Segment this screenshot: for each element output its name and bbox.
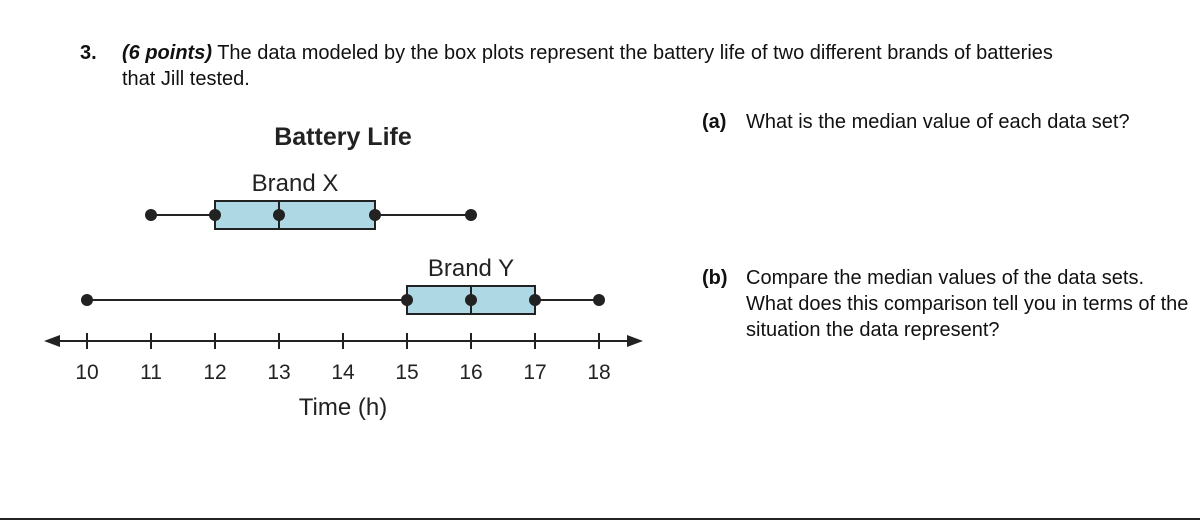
battery-life-chart: Battery Life Time (h) 10 11 12 13 14 15 16 17 18… [44, 123, 643, 421]
brand-x-max-point [465, 209, 477, 221]
question-number: 3. [80, 42, 97, 64]
question-line-2: that Jill tested. [122, 67, 250, 91]
question-text-1: The data modeled by the box plots repres… [217, 42, 1053, 64]
brand-x-box [214, 200, 376, 230]
question-text-2: that Jill tested. [122, 68, 250, 90]
brand-x-label: Brand X [252, 170, 339, 197]
question-line-1: 3. (6 points) The data modeled by the box… [80, 41, 1053, 65]
brand-y-label: Brand Y [428, 255, 514, 282]
part-b-label: (b) [702, 267, 728, 289]
brand-y-q3-point [529, 294, 541, 306]
brand-x-q1-point [209, 209, 221, 221]
x-tick-label-10: 10 [75, 361, 98, 384]
brand-x-median-point [273, 209, 285, 221]
part-b-text-1: Compare the median values of the data se… [746, 267, 1145, 289]
x-tick-label-11: 11 [140, 361, 162, 384]
number-line-left-arrow [44, 335, 60, 347]
brand-x-q3-point [369, 209, 381, 221]
question-points: (6 points) [122, 42, 212, 64]
x-tick-label-15: 15 [395, 361, 418, 384]
brand-y-median-point [465, 294, 477, 306]
brand-y-min-point [81, 294, 93, 306]
brand-y-q1-point [401, 294, 413, 306]
x-tick-label-16: 16 [459, 361, 482, 384]
part-b-line-2: What does this comparison tell you in te… [746, 291, 1188, 317]
x-tick-label-13: 13 [267, 361, 290, 384]
x-tick-label-18: 18 [587, 361, 610, 384]
brand-y-max-point [593, 294, 605, 306]
chart-title: Battery Life [274, 123, 412, 151]
number-line-right-arrow [627, 335, 643, 347]
x-tick-label-14: 14 [331, 361, 355, 384]
x-tick-label-12: 12 [203, 361, 226, 384]
x-axis-label: Time (h) [299, 394, 387, 421]
part-b-text-2: What does this comparison tell you in te… [746, 293, 1189, 315]
part-a-label: (a) [702, 111, 727, 133]
part-b-text-3: situation the data represent? [746, 319, 1000, 341]
brand-x-min-point [145, 209, 157, 221]
part-a-text: What is the median value of each data se… [746, 111, 1130, 133]
page-divider [0, 518, 1200, 520]
x-tick-label-17: 17 [523, 361, 546, 384]
part-b-line-3: situation the data represent? [746, 317, 1000, 343]
